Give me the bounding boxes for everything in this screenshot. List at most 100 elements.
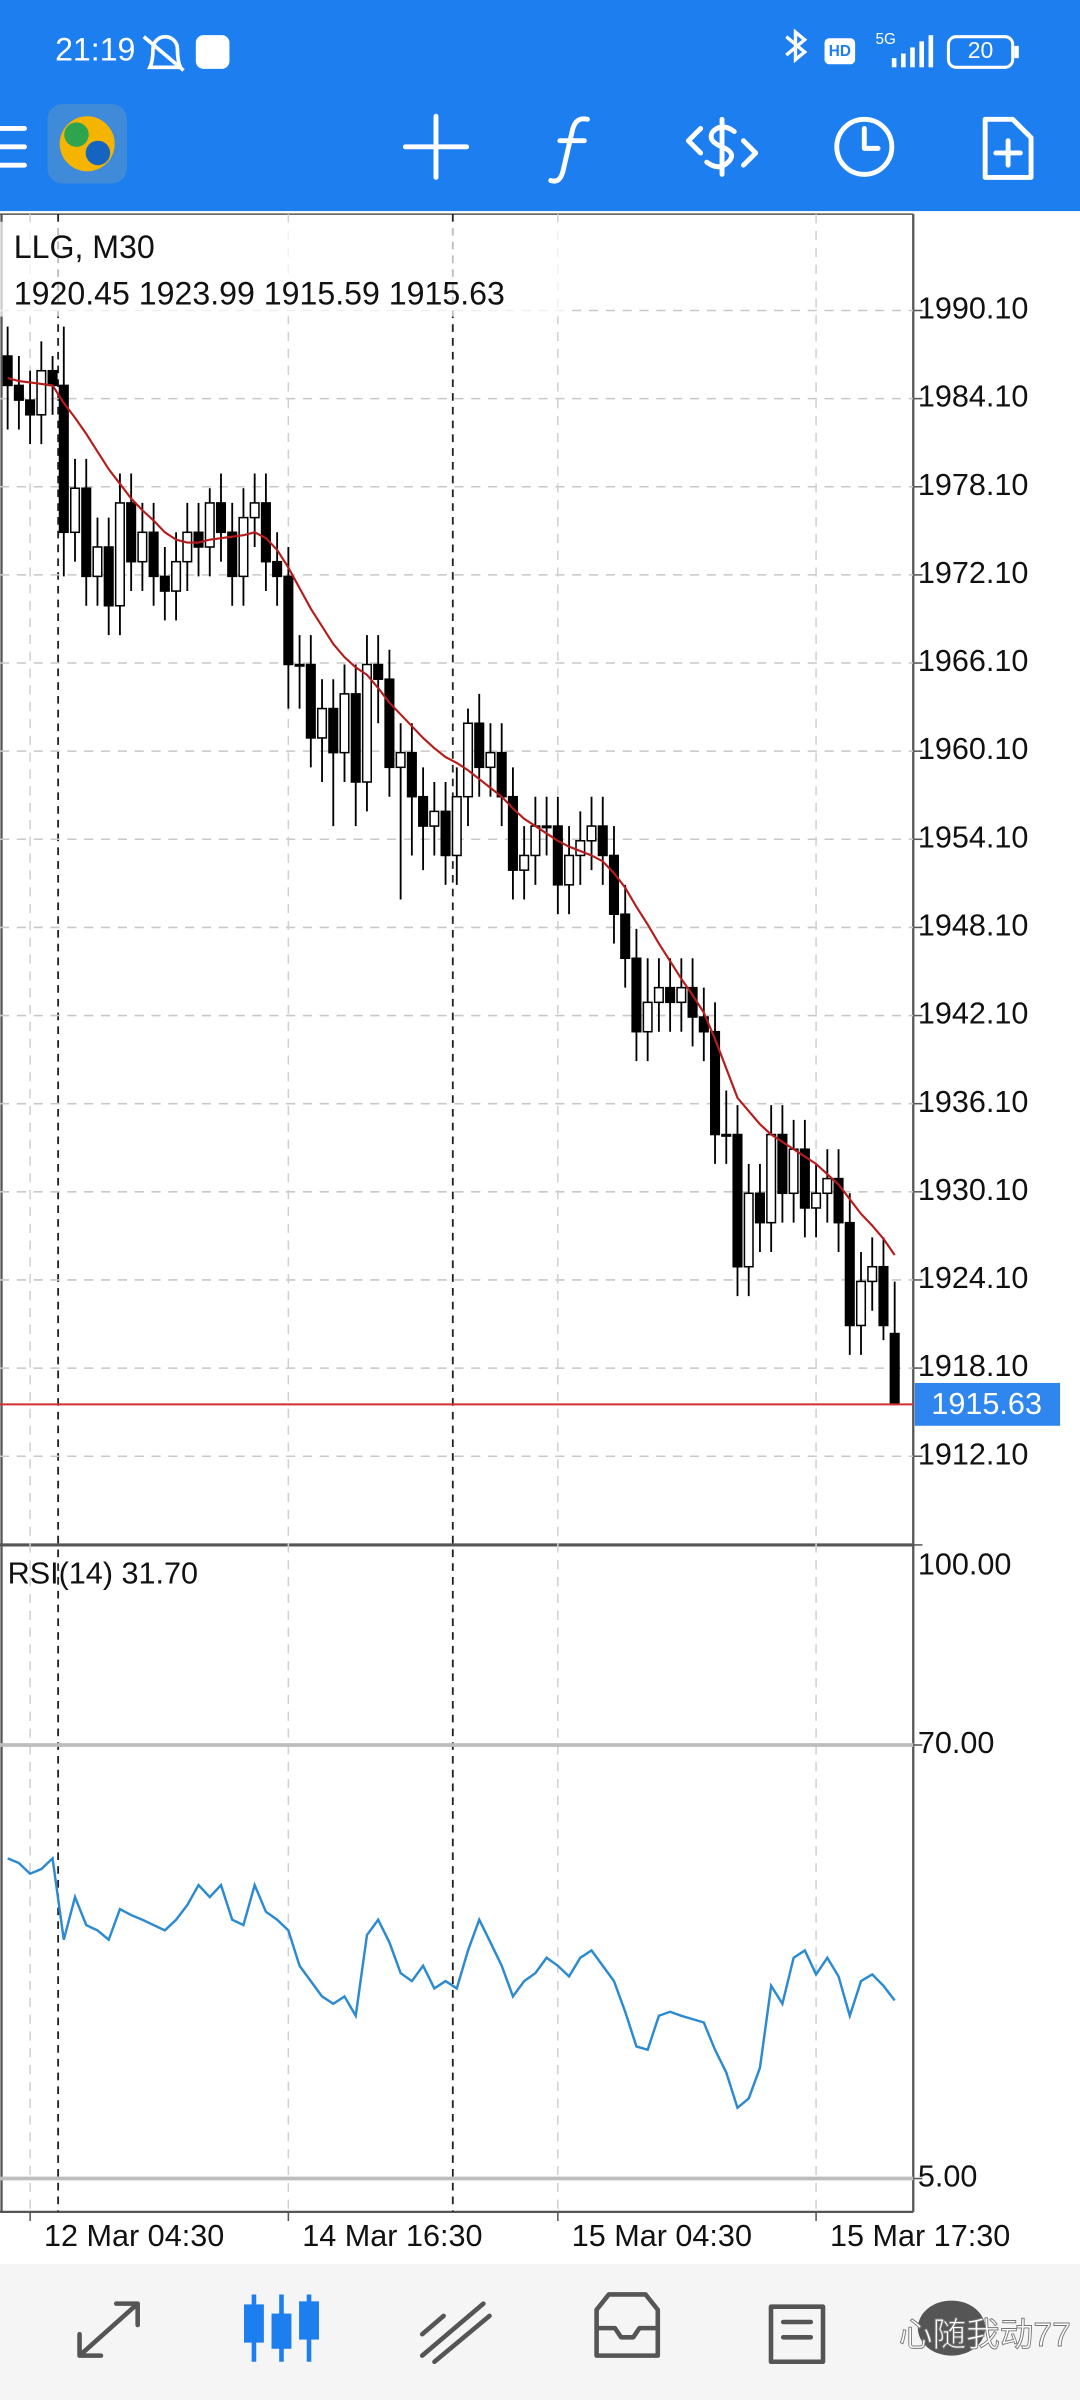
candle-body [294,663,305,667]
y-tick-label: 1930.10 [918,1173,1029,1207]
candle-body [305,663,316,739]
candle-body [103,546,114,607]
candle-body [608,854,620,915]
candle-body [418,795,429,827]
candle-body [395,751,406,769]
battery-label: 20 [968,37,994,63]
candle-body [148,531,159,578]
y-tick-label: 1912.10 [918,1437,1029,1471]
candle-body [474,722,485,769]
y-tick-label: 1984.10 [918,380,1029,414]
candle-body [665,986,676,1004]
hd-label: HD [829,43,851,60]
ohlc-open: 1920.45 [14,276,130,312]
y-tick-label: 1924.10 [918,1261,1029,1295]
candle-body [406,751,417,798]
candle-body [676,986,687,1004]
candle-body [766,1133,777,1224]
candle-body [754,1192,765,1224]
y-tick-label: 1936.10 [918,1085,1029,1119]
journal-tab[interactable] [768,2304,826,2365]
ohlc-info: 1920.45 1923.99 1915.59 1915.63 [14,276,505,312]
candle-body [328,707,339,754]
new-order-button[interactable] [982,116,1034,180]
candle-body [485,751,496,769]
candle-body [316,707,328,739]
candle-body [137,531,148,563]
candle-body [462,722,474,798]
rsi-title: RSI(14) 31.70 [8,1557,198,1591]
y-tick-label: 1966.10 [918,644,1029,678]
candle-body [171,560,182,592]
candle-body [47,369,58,387]
candle-body [215,502,227,534]
timeframe-button[interactable] [834,116,895,177]
quotes-tab[interactable] [77,2301,140,2358]
candle-body [507,795,518,871]
candle-body [822,1177,833,1195]
history-tab[interactable] [594,2292,661,2358]
watermark: 心随我动77 [899,2316,1071,2354]
y-tick-label: 1954.10 [918,820,1029,854]
trade-button[interactable] [685,116,759,177]
candle-body [350,693,361,783]
candle-body [631,957,642,1033]
candle-body [283,575,294,666]
candle-body [597,825,608,857]
candle-body [844,1221,855,1327]
candle-body [249,502,260,519]
candle-body [732,1133,743,1268]
candle-body [889,1332,900,1406]
ohlc-high: 1923.99 [139,276,255,312]
menu-button[interactable] [0,126,27,168]
candle-body [81,487,92,578]
status-time: 21:19 [55,31,135,67]
candle-body [36,369,47,416]
candle-body [58,384,69,534]
y-tick-label: 1990.10 [918,292,1029,326]
candle-body [653,986,664,1004]
candle-body [227,531,238,578]
crosshair-button[interactable] [402,113,470,180]
bottom-nav [0,2263,1080,2400]
candle-body [541,825,552,829]
x-tick-label: 15 Mar 04:30 [572,2219,752,2253]
y-tick-label: 100.00 [918,1547,1012,1581]
trade-tab[interactable] [419,2301,492,2365]
y-tick-label: 70.00 [918,1726,995,1760]
app-bar [0,0,1080,212]
candle-body [126,502,137,563]
y-tick-label: 1972.10 [918,556,1029,590]
candle-body [586,825,597,842]
candle-body [855,1280,867,1327]
x-tick-label: 14 Mar 16:30 [302,2219,482,2253]
plot: 1990.10 1984.10 1978.10 1972.10 1966.10 1960.… [0,214,1061,2253]
candle-body [114,502,125,607]
candle-body [833,1177,844,1224]
indicators-button[interactable] [548,116,590,184]
candle-body [238,516,249,578]
app-logo[interactable] [47,104,127,184]
candle-body [642,1001,653,1033]
candle-body [339,693,350,754]
y-tick-label: 1960.10 [918,732,1029,766]
candle-body [159,575,170,592]
network-label: 5G [876,31,896,48]
candle-body [620,913,631,960]
x-tick-label: 15 Mar 17:30 [830,2219,1010,2253]
y-tick-label: 1978.10 [918,468,1029,502]
candle-body [530,825,541,857]
messages-tab[interactable] [917,2300,986,2356]
y-tick-label: 1942.10 [918,997,1029,1031]
candle-body [788,1148,799,1195]
candle-body [272,560,283,578]
price-tag-label: 1915.63 [931,1387,1042,1421]
candle-body [777,1133,788,1195]
ohlc-close: 1915.63 [389,276,505,312]
chart-tab[interactable] [243,2294,319,2362]
candle-body [13,384,24,401]
y-tick-label: 5.00 [918,2160,978,2194]
candle-body [743,1192,754,1268]
ohlc-low: 1915.59 [264,276,380,312]
candle-body [440,810,451,857]
